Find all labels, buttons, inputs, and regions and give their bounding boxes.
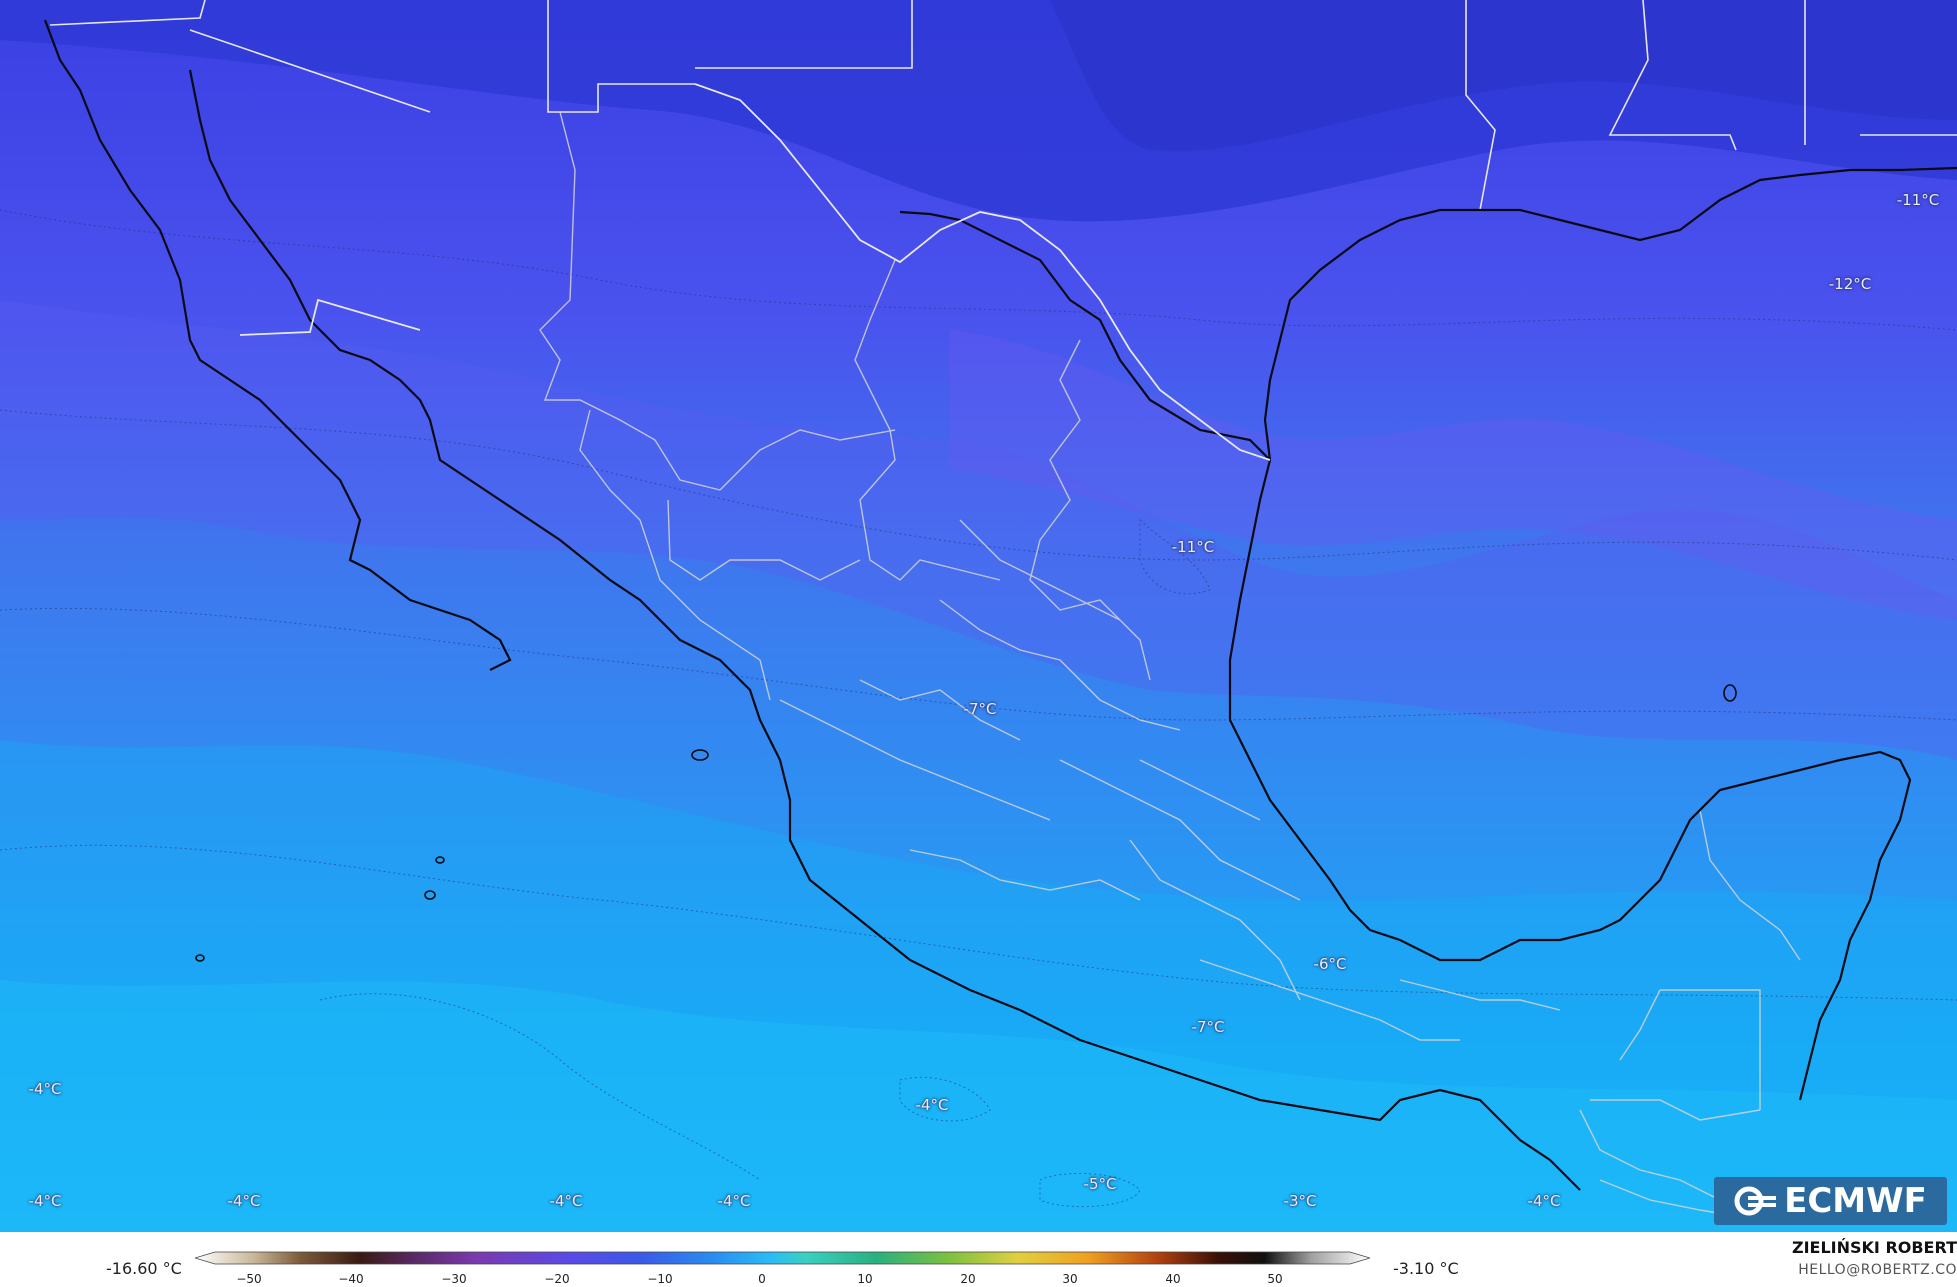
us-state-borders: [49, 0, 1957, 211]
colorbar-tick: 40: [1165, 1272, 1181, 1286]
temperature-label: -4°C: [549, 1192, 583, 1210]
colorbar-tick: −10: [647, 1272, 673, 1286]
contour-band-purple: [950, 330, 1957, 620]
mx-state-borders: [539, 111, 1881, 1221]
temperature-label: -4°C: [227, 1192, 261, 1210]
coastlines: [43, 19, 1957, 1191]
ecmwf-logo: ECMWF: [1714, 1177, 1947, 1225]
colorbar-tick: 0: [758, 1272, 766, 1286]
temperature-label: -5°C: [1083, 1175, 1117, 1193]
temperature-label: -4°C: [28, 1192, 62, 1210]
colorbar-tick: 10: [857, 1272, 873, 1286]
contour-band-mid: [0, 300, 1957, 760]
islands: [195, 684, 1737, 962]
temperature-label: -7°C: [1191, 1018, 1225, 1036]
temperature-label: -11°C: [1171, 538, 1215, 556]
colorbar-tick: −20: [544, 1272, 570, 1286]
colorbar-tick: −50: [236, 1272, 262, 1286]
colorbar-gradient: [195, 1251, 1370, 1265]
legend-max-value: -3.10 °C: [1393, 1259, 1459, 1278]
temperature-label: -4°C: [28, 1080, 62, 1098]
temperature-label: -12°C: [1828, 275, 1872, 293]
colorbar-tick: −30: [441, 1272, 467, 1286]
contour-lines: [0, 209, 1957, 1207]
ecmwf-logo-text: ECMWF: [1784, 1181, 1927, 1221]
temperature-label: -7°C: [963, 700, 997, 718]
temperature-map: -11°C -12°C -11°C -7°C -6°C -7°C -4°C -4…: [0, 0, 1957, 1232]
temperature-label: -4°C: [1527, 1192, 1561, 1210]
author-email: HELLO@ROBERTZ.CO: [1798, 1262, 1957, 1278]
temperature-label: -6°C: [1313, 955, 1347, 973]
author-name: ZIELIŃSKI ROBERT: [1791, 1238, 1957, 1257]
contour-band-warm: [0, 740, 1957, 1232]
map-canvas: [0, 0, 1957, 1232]
colorbar: [195, 1251, 1370, 1265]
colorbar-tick: 30: [1062, 1272, 1078, 1286]
temperature-label: -11°C: [1896, 191, 1940, 209]
temperature-label: -4°C: [915, 1096, 949, 1114]
contour-band-warmest: [0, 980, 1957, 1232]
contour-band-northeast: [1050, 0, 1957, 152]
temperature-label: -3°C: [1283, 1192, 1317, 1210]
ecmwf-logo-icon: [1734, 1186, 1777, 1216]
country-border: [239, 83, 1271, 461]
legend-min-value: -16.60 °C: [106, 1259, 182, 1278]
colorbar-tick: 20: [960, 1272, 976, 1286]
temperature-label: -4°C: [717, 1192, 751, 1210]
colorbar-tick: −40: [338, 1272, 364, 1286]
colorbar-tick: 50: [1267, 1272, 1283, 1286]
